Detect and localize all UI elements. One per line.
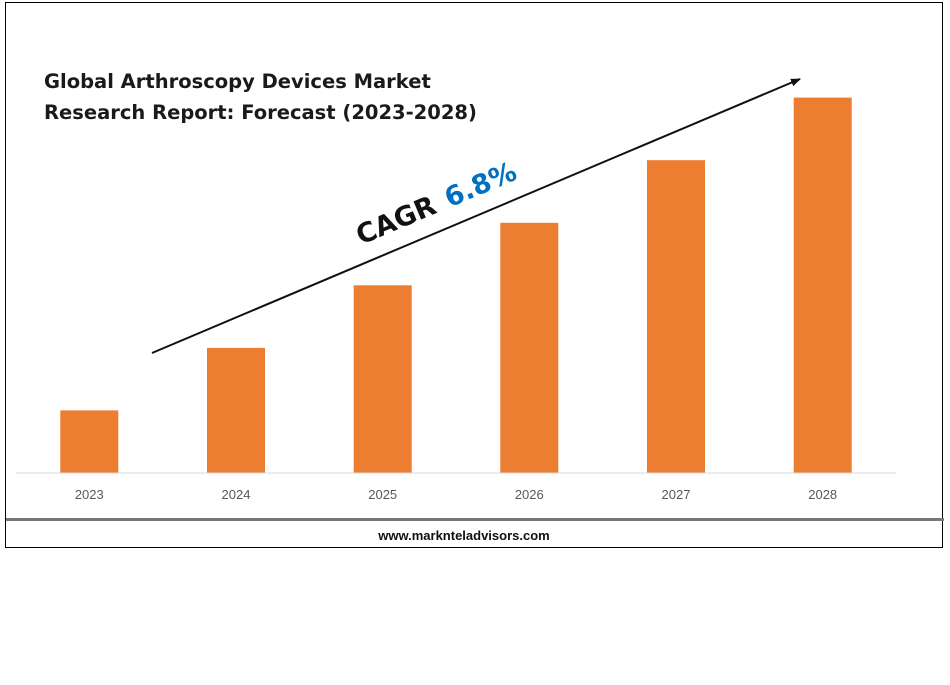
trend-arrow <box>151 78 801 354</box>
chart-title-line-2: Research Report: Forecast (2023-2028) <box>44 101 477 124</box>
x-tick-label-2023: 2023 <box>75 487 104 502</box>
x-tick-label-2027: 2027 <box>662 487 691 502</box>
bar-2028 <box>793 97 852 473</box>
x-tick-label-2024: 2024 <box>222 487 251 502</box>
bar-2026 <box>500 222 559 473</box>
footer-separator <box>6 518 944 521</box>
bar-2024 <box>207 347 265 473</box>
bar-2023 <box>60 410 119 473</box>
x-tick-labels: 2023 2024 2025 2026 2027 2028 <box>75 487 837 502</box>
chart-title-line-1: Global Arthroscopy Devices Market <box>44 70 431 93</box>
footer-url: www.marknteladvisors.com <box>377 528 549 543</box>
x-tick-label-2025: 2025 <box>368 487 397 502</box>
cagr-value: 6.8% <box>440 156 521 214</box>
chart-frame: Global Arthroscopy Devices Market Resear… <box>5 2 944 548</box>
x-tick-label-2026: 2026 <box>515 487 544 502</box>
cagr-annotation: CAGR 6.8% <box>352 156 522 251</box>
bars-group <box>60 97 852 473</box>
x-tick-label-2028: 2028 <box>808 487 837 502</box>
cagr-label: CAGR <box>352 190 441 251</box>
bar-2025 <box>353 285 412 473</box>
chart-canvas: Global Arthroscopy Devices Market Resear… <box>6 70 944 543</box>
bar-2027 <box>647 160 705 473</box>
